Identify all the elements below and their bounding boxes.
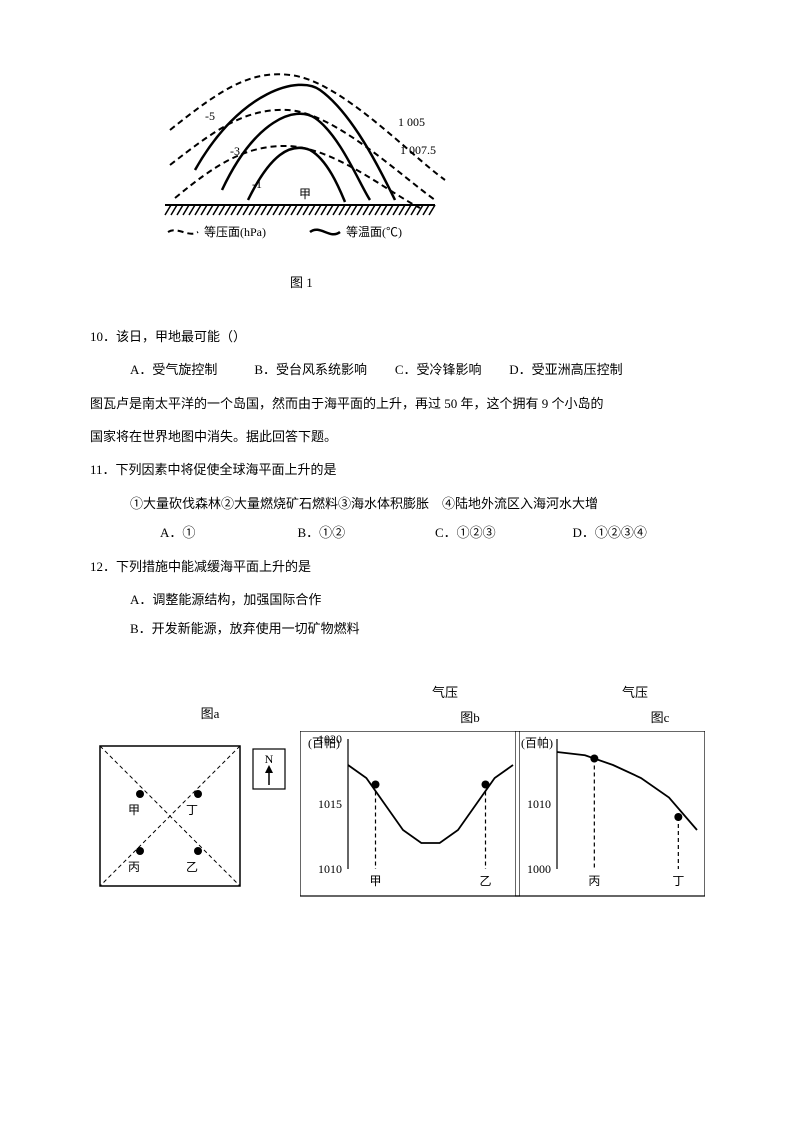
svg-text:1010: 1010 (318, 862, 342, 876)
chart-a-svg: 甲 丁丙 乙 N (90, 731, 290, 901)
q12-opt-b: B．开发新能源，放弃使用一切矿物燃料 (130, 617, 710, 640)
svg-text:丁: 丁 (672, 874, 684, 888)
svg-text:1015: 1015 (318, 797, 342, 811)
svg-text:等温面(℃): 等温面(℃) (346, 225, 402, 239)
context-11-line1: 图瓦卢是南太平洋的一个岛国，然而由于海平面的上升，再过 50 年，这个拥有 9 … (90, 392, 710, 415)
figure-1-svg: -5 -3 -1 1 005 1 007.5 甲等压面(hPa) 等温面(℃) (160, 60, 450, 260)
q11-opt-d: D．①②③④ (573, 521, 711, 544)
svg-text:甲: 甲 (128, 803, 140, 817)
chart-c-svg: (百帕) 1010 1000 丙 丁 (515, 731, 705, 901)
svg-text:(百帕): (百帕) (521, 735, 553, 750)
figure-1: -5 -3 -1 1 005 1 007.5 甲等压面(hPa) 等温面(℃) 图 1 (160, 60, 710, 295)
svg-text:1000: 1000 (527, 862, 551, 876)
svg-text:-1: -1 (252, 177, 262, 191)
q11-options: A．① B．①② C．①②③ D．①②③④ (160, 521, 710, 544)
svg-text:乙: 乙 (186, 860, 198, 874)
svg-text:丙: 丙 (588, 874, 600, 888)
svg-text:N: N (265, 752, 274, 766)
q10-opt-b: B．受台风系统影响 (254, 362, 367, 377)
svg-text:乙: 乙 (479, 874, 491, 888)
svg-text:-5: -5 (205, 109, 215, 123)
q10-opt-a: A．受气旋控制 (130, 362, 217, 377)
chart-a-label: 图a (130, 702, 290, 725)
q10-opt-d: D．受亚洲高压控制 (509, 362, 622, 377)
q11-items: ①大量砍伐森林②大量燃烧矿石燃料③海水体积膨胀 ④陆地外流区入海河水大增 (130, 492, 710, 515)
chart-b-label: 图b (420, 706, 520, 729)
q12-opt-a: A．调整能源结构，加强国际合作 (130, 588, 710, 611)
q11-opt-a: A．① (160, 521, 298, 544)
q10-opt-c: C．受冷锋影响 (395, 362, 482, 377)
question-11: 11．下列因素中将促使全球海平面上升的是 (90, 458, 710, 481)
q11-opt-b: B．①② (298, 521, 436, 544)
svg-text:1 007.5: 1 007.5 (400, 143, 436, 157)
chart-b-svg: (百帕)102010151010甲乙 (300, 731, 520, 901)
svg-text:丙: 丙 (128, 860, 140, 874)
svg-text:1020: 1020 (318, 732, 342, 746)
svg-text:1 005: 1 005 (398, 115, 425, 129)
svg-text:甲: 甲 (369, 874, 381, 888)
q11-opt-c: C．①②③ (435, 521, 573, 544)
question-10: 10．该日，甲地最可能（） (90, 325, 710, 348)
document-page: -5-3-11 0051 007.5甲等压面(hPa)等温面(℃) 图 1 10… (0, 0, 800, 1132)
figure-1-caption: 图 1 (290, 271, 710, 294)
charts-row: 图a 甲丁丙乙N 气压 图b (百帕)102010151010甲乙 气压 图c … (90, 681, 710, 909)
svg-text:-3: -3 (230, 144, 240, 158)
question-12: 12．下列措施中能减缓海平面上升的是 (90, 555, 710, 578)
q10-options: A．受气旋控制 B．受台风系统影响 C．受冷锋影响 D．受亚洲高压控制 (130, 358, 710, 381)
context-11-line2: 国家将在世界地图中消失。据此回答下题。 (90, 425, 710, 448)
chart-c-label: 图c (615, 706, 705, 729)
chart-a-wrap: 图a 甲 丁丙 乙 N (90, 702, 290, 909)
chart-c-wrap: 气压 图c (百帕) 1010 1000 丙 丁 (515, 681, 705, 909)
svg-text:等压面(hPa): 等压面(hPa) (204, 225, 266, 239)
svg-text:丁: 丁 (186, 803, 198, 817)
chart-c-title: 气压 (565, 681, 705, 704)
chart-b-title: 气压 (370, 681, 520, 704)
svg-text:1010: 1010 (527, 797, 551, 811)
chart-b-wrap: 气压 图b (百帕)102010151010甲乙 (300, 681, 520, 909)
svg-text:甲: 甲 (299, 187, 311, 201)
